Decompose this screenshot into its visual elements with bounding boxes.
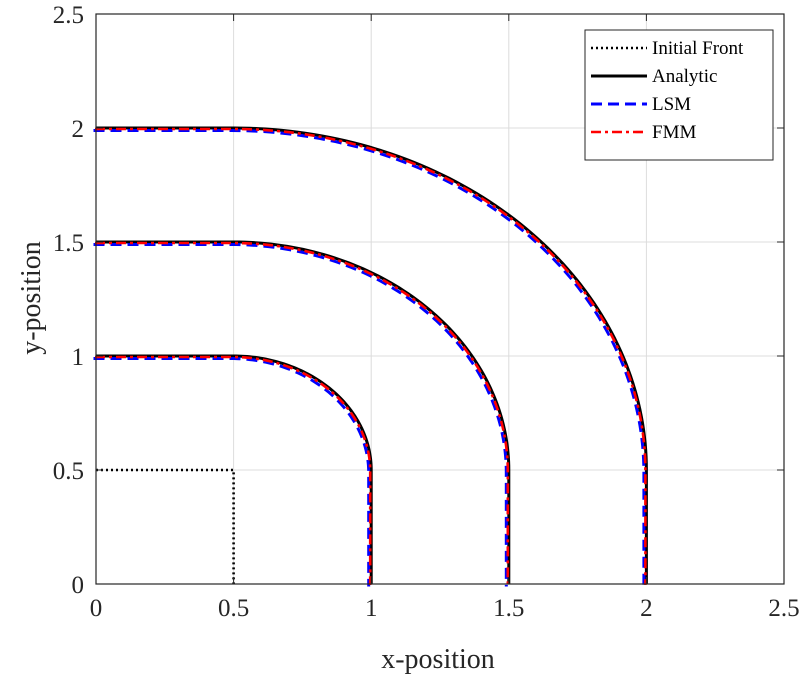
y-tick-label: 1: [72, 344, 85, 371]
x-tick-label: 0: [90, 595, 103, 622]
curve-initial-front: [96, 468, 235, 584]
curve-fmm: [95, 355, 372, 585]
x-tick-label: 1.5: [493, 595, 524, 622]
plot-curves: [93, 126, 648, 587]
legend-label-lsm: LSM: [652, 94, 691, 115]
y-tick-label: 1.5: [53, 230, 84, 257]
axes-box: [95, 13, 785, 585]
y-tick-label: 2: [72, 116, 85, 143]
y-tick-label: 2.5: [53, 2, 84, 29]
x-tick-label: 2.5: [768, 595, 799, 622]
legend-label-analytic: Analytic: [652, 66, 717, 87]
legend-label-initial-front: Initial Front: [652, 38, 744, 59]
y-tick-label: 0: [72, 572, 85, 599]
x-tick-label: 0.5: [218, 595, 249, 622]
curve-fmm: [95, 127, 647, 585]
curve-fmm: [95, 241, 510, 585]
curve-lsm: [93, 243, 508, 587]
x-tick-label: 2: [640, 595, 653, 622]
axis-ticks: 0 0.5 1 1.5 2 2.5 0 0.5 1 1.5 2 2.5: [53, 2, 800, 622]
x-tick-label: 1: [365, 595, 378, 622]
x-axis-label: x-position: [381, 644, 495, 675]
y-tick-label: 0.5: [53, 458, 84, 485]
curve-lsm: [93, 129, 646, 587]
curve-lsm: [93, 357, 371, 587]
y-axis-label: y-position: [16, 241, 47, 355]
legend-label-fmm: FMM: [652, 122, 696, 143]
legend-box: [584, 29, 774, 161]
legend: Initial Front Analytic LSM FMM: [584, 29, 774, 161]
